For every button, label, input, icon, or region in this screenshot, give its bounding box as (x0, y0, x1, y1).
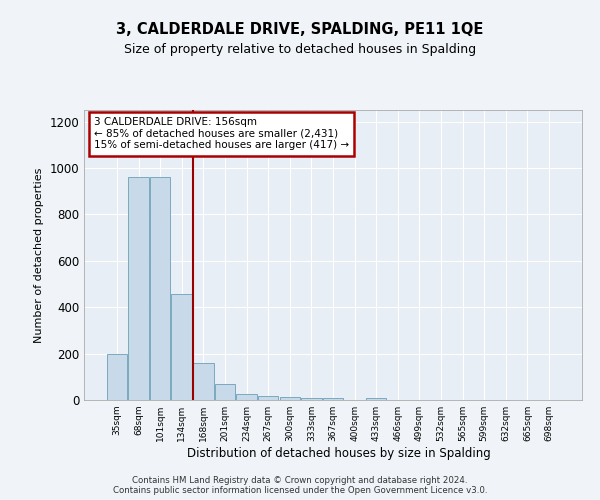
Text: 3, CALDERDALE DRIVE, SPALDING, PE11 1QE: 3, CALDERDALE DRIVE, SPALDING, PE11 1QE (116, 22, 484, 38)
Bar (366, 398, 386, 400)
Bar (215, 384, 235, 400)
Bar (258, 396, 278, 400)
Bar (172, 294, 192, 400)
Bar (107, 354, 127, 400)
Y-axis label: Number of detached properties: Number of detached properties (34, 168, 44, 342)
Bar (280, 397, 300, 400)
Bar (236, 394, 257, 400)
Bar (150, 178, 170, 400)
Bar (301, 398, 322, 400)
Bar (323, 398, 343, 400)
Text: 3 CALDERDALE DRIVE: 156sqm
← 85% of detached houses are smaller (2,431)
15% of s: 3 CALDERDALE DRIVE: 156sqm ← 85% of deta… (94, 117, 349, 150)
Bar (193, 363, 214, 400)
Text: Contains HM Land Registry data © Crown copyright and database right 2024.
Contai: Contains HM Land Registry data © Crown c… (113, 476, 487, 495)
Text: Size of property relative to detached houses in Spalding: Size of property relative to detached ho… (124, 42, 476, 56)
Text: Distribution of detached houses by size in Spalding: Distribution of detached houses by size … (187, 448, 491, 460)
Bar (128, 178, 149, 400)
